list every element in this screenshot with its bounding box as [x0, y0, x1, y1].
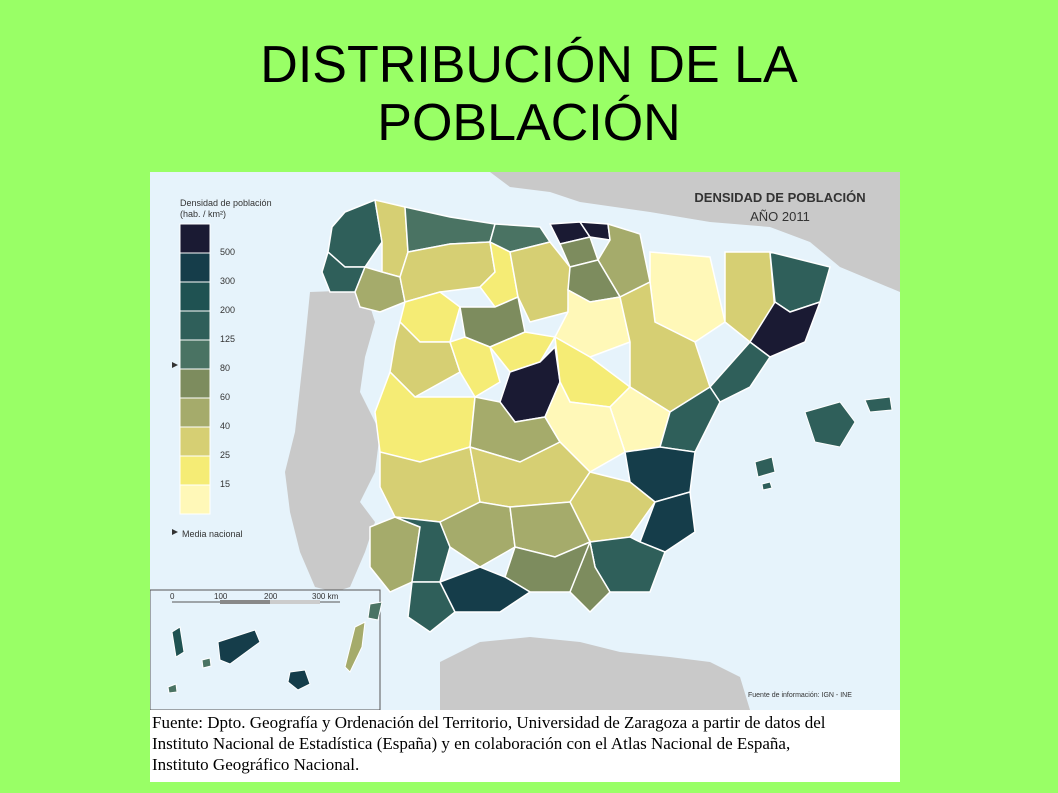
legend-label-80: 80 — [220, 363, 231, 373]
legend-swatch — [179, 339, 211, 370]
caption-line-3: Instituto Geográfico Nacional. — [152, 755, 360, 774]
legend-label-25: 25 — [220, 450, 231, 460]
france-landmass — [490, 172, 900, 292]
province-alicante — [639, 491, 696, 553]
population-density-map — [150, 172, 900, 710]
legend-swatch — [179, 223, 211, 254]
island-gran-canaria — [287, 669, 311, 691]
canary-inset-frame — [150, 589, 381, 710]
legend-swatch — [179, 368, 211, 399]
legend-swatch — [179, 397, 211, 428]
legend-label-40: 40 — [220, 421, 231, 431]
caption-line-2: Instituto Nacional de Estadística (Españ… — [152, 734, 791, 753]
legend-swatch — [179, 252, 211, 283]
province-malaga — [438, 566, 532, 613]
caption-line-1: Fuente: Dpto. Geografía y Ordenación del… — [152, 713, 826, 732]
legend-title: Densidad de población (hab. / km²) — [180, 198, 272, 220]
legend-title-line-1: Densidad de población — [180, 198, 272, 208]
legend-swatch — [179, 310, 211, 341]
legend-swatch — [179, 281, 211, 312]
island-la-palma — [171, 626, 185, 658]
island-tenerife — [217, 629, 261, 665]
legend-note: Media nacional — [182, 529, 243, 539]
legend-swatch — [179, 455, 211, 486]
island-formentera — [761, 481, 773, 491]
balearic-islands — [754, 396, 893, 491]
scale-bar — [172, 600, 340, 604]
scale-label-100: 100 — [214, 592, 228, 601]
map-title: DENSIDAD DE POBLACIÓN — [694, 190, 866, 205]
scale-label-200: 200 — [264, 592, 278, 601]
province-cadiz — [407, 581, 456, 633]
map-subtitle: AÑO 2011 — [750, 209, 810, 224]
national-average-marker — [172, 362, 178, 368]
scale-label-0: 0 — [170, 592, 175, 601]
slide-title-line-1: DISTRIBUCIÓN DE LA — [260, 36, 798, 94]
map-source-note: Fuente de información: IGN - INE — [748, 692, 852, 699]
legend-note-marker — [172, 529, 178, 535]
island-fuerteventura — [344, 621, 366, 673]
legend-label-200: 200 — [220, 305, 236, 315]
portugal-landmass — [285, 290, 380, 592]
population-density-figure: DENSIDAD DE POBLACIÓN AÑO 2011 Densidad … — [150, 172, 900, 782]
legend-label-125: 125 — [220, 334, 236, 344]
provinces — [321, 198, 831, 633]
island-mallorca — [804, 401, 856, 448]
province-soria — [554, 288, 631, 358]
slide-title-line-2: POBLACIÓN — [377, 94, 681, 152]
canary-islands — [167, 601, 383, 694]
figure-caption: Fuente: Dpto. Geografía y Ordenación del… — [152, 712, 898, 775]
island-menorca — [864, 396, 893, 413]
province-almeria — [569, 539, 611, 614]
island-la-gomera — [201, 657, 212, 669]
legend-label-60: 60 — [220, 392, 231, 402]
slide-title: DISTRIBUCIÓN DE LA POBLACIÓN — [0, 36, 1058, 152]
island-el-hierro — [167, 683, 178, 694]
legend-swatch — [179, 484, 211, 515]
scale-label-300: 300 km — [312, 592, 339, 601]
island-lanzarote — [367, 601, 383, 621]
province-cuenca — [544, 380, 626, 473]
legend-boxes — [179, 223, 211, 515]
island-ibiza — [754, 456, 776, 478]
morocco-landmass — [440, 637, 750, 710]
legend-title-line-2: (hab. / km²) — [180, 209, 227, 219]
legend-label-300: 300 — [220, 276, 236, 286]
legend-label-15: 15 — [220, 479, 231, 489]
legend-swatch — [179, 426, 211, 457]
legend-label-500: 500 — [220, 247, 236, 257]
province-castellon — [659, 385, 721, 453]
province-salamanca — [389, 320, 461, 398]
